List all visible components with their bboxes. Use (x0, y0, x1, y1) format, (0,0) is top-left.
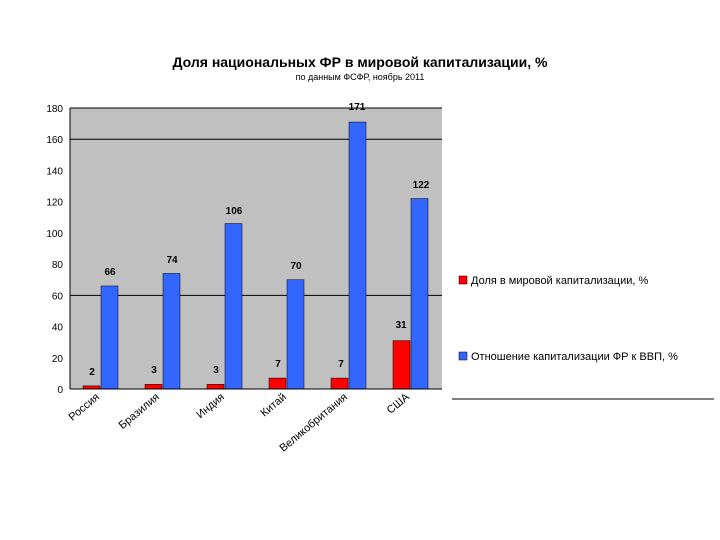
legend-label: Доля в мировой капитализации, % (471, 275, 648, 287)
data-label-share: 31 (395, 320, 407, 331)
y-tick-label: 80 (52, 260, 64, 271)
y-tick-label: 60 (52, 291, 64, 302)
data-label-cap-to-gdp: 74 (166, 255, 178, 266)
y-tick-label: 140 (46, 166, 63, 177)
x-category-label: Китай (258, 391, 288, 419)
bar-cap-to-gdp (410, 198, 429, 390)
data-label-cap-to-gdp: 106 (226, 206, 243, 217)
x-category-label: Индия (194, 391, 227, 421)
bar-share (144, 384, 163, 390)
bar-cap-to-gdp (100, 285, 119, 390)
y-tick-label: 100 (46, 229, 63, 240)
y-tick-label: 0 (57, 385, 63, 396)
bar-cap-to-gdp (162, 273, 181, 390)
data-label-cap-to-gdp: 66 (104, 267, 116, 278)
y-tick-label: 20 (52, 354, 64, 365)
legend-label: Отношение капитализации ФР к ВВП, % (471, 351, 678, 363)
data-label-share: 7 (338, 359, 344, 370)
chart-subtitle: по данным ФСФР, ноябрь 2011 (296, 72, 425, 82)
bar-share (268, 377, 287, 390)
y-tick-label: 120 (46, 198, 63, 209)
chart-title: Доля национальных ФР в мировой капитализ… (173, 54, 549, 70)
x-category-label: Бразилия (117, 391, 162, 432)
x-category-label: Россия (67, 391, 102, 423)
data-label-share: 3 (213, 365, 219, 376)
data-label-cap-to-gdp: 171 (349, 102, 366, 113)
data-label-cap-to-gdp: 122 (413, 180, 430, 191)
y-tick-label: 160 (46, 135, 63, 146)
data-label-share: 7 (275, 359, 281, 370)
bar-share (330, 377, 349, 390)
legend-swatch (458, 351, 468, 361)
legend-swatch (458, 275, 468, 285)
data-label-share: 3 (151, 365, 157, 376)
y-tick-label: 40 (52, 323, 64, 334)
bar-share (206, 384, 225, 390)
x-category-label: США (385, 391, 413, 417)
data-label-cap-to-gdp: 70 (290, 261, 302, 272)
y-tick-label: 180 (46, 104, 63, 115)
bar-cap-to-gdp (224, 223, 243, 390)
bar-share (392, 340, 411, 390)
bar-cap-to-gdp (286, 279, 305, 390)
plot-area (70, 108, 442, 389)
data-label-share: 2 (89, 367, 95, 378)
bar-cap-to-gdp (348, 121, 367, 390)
